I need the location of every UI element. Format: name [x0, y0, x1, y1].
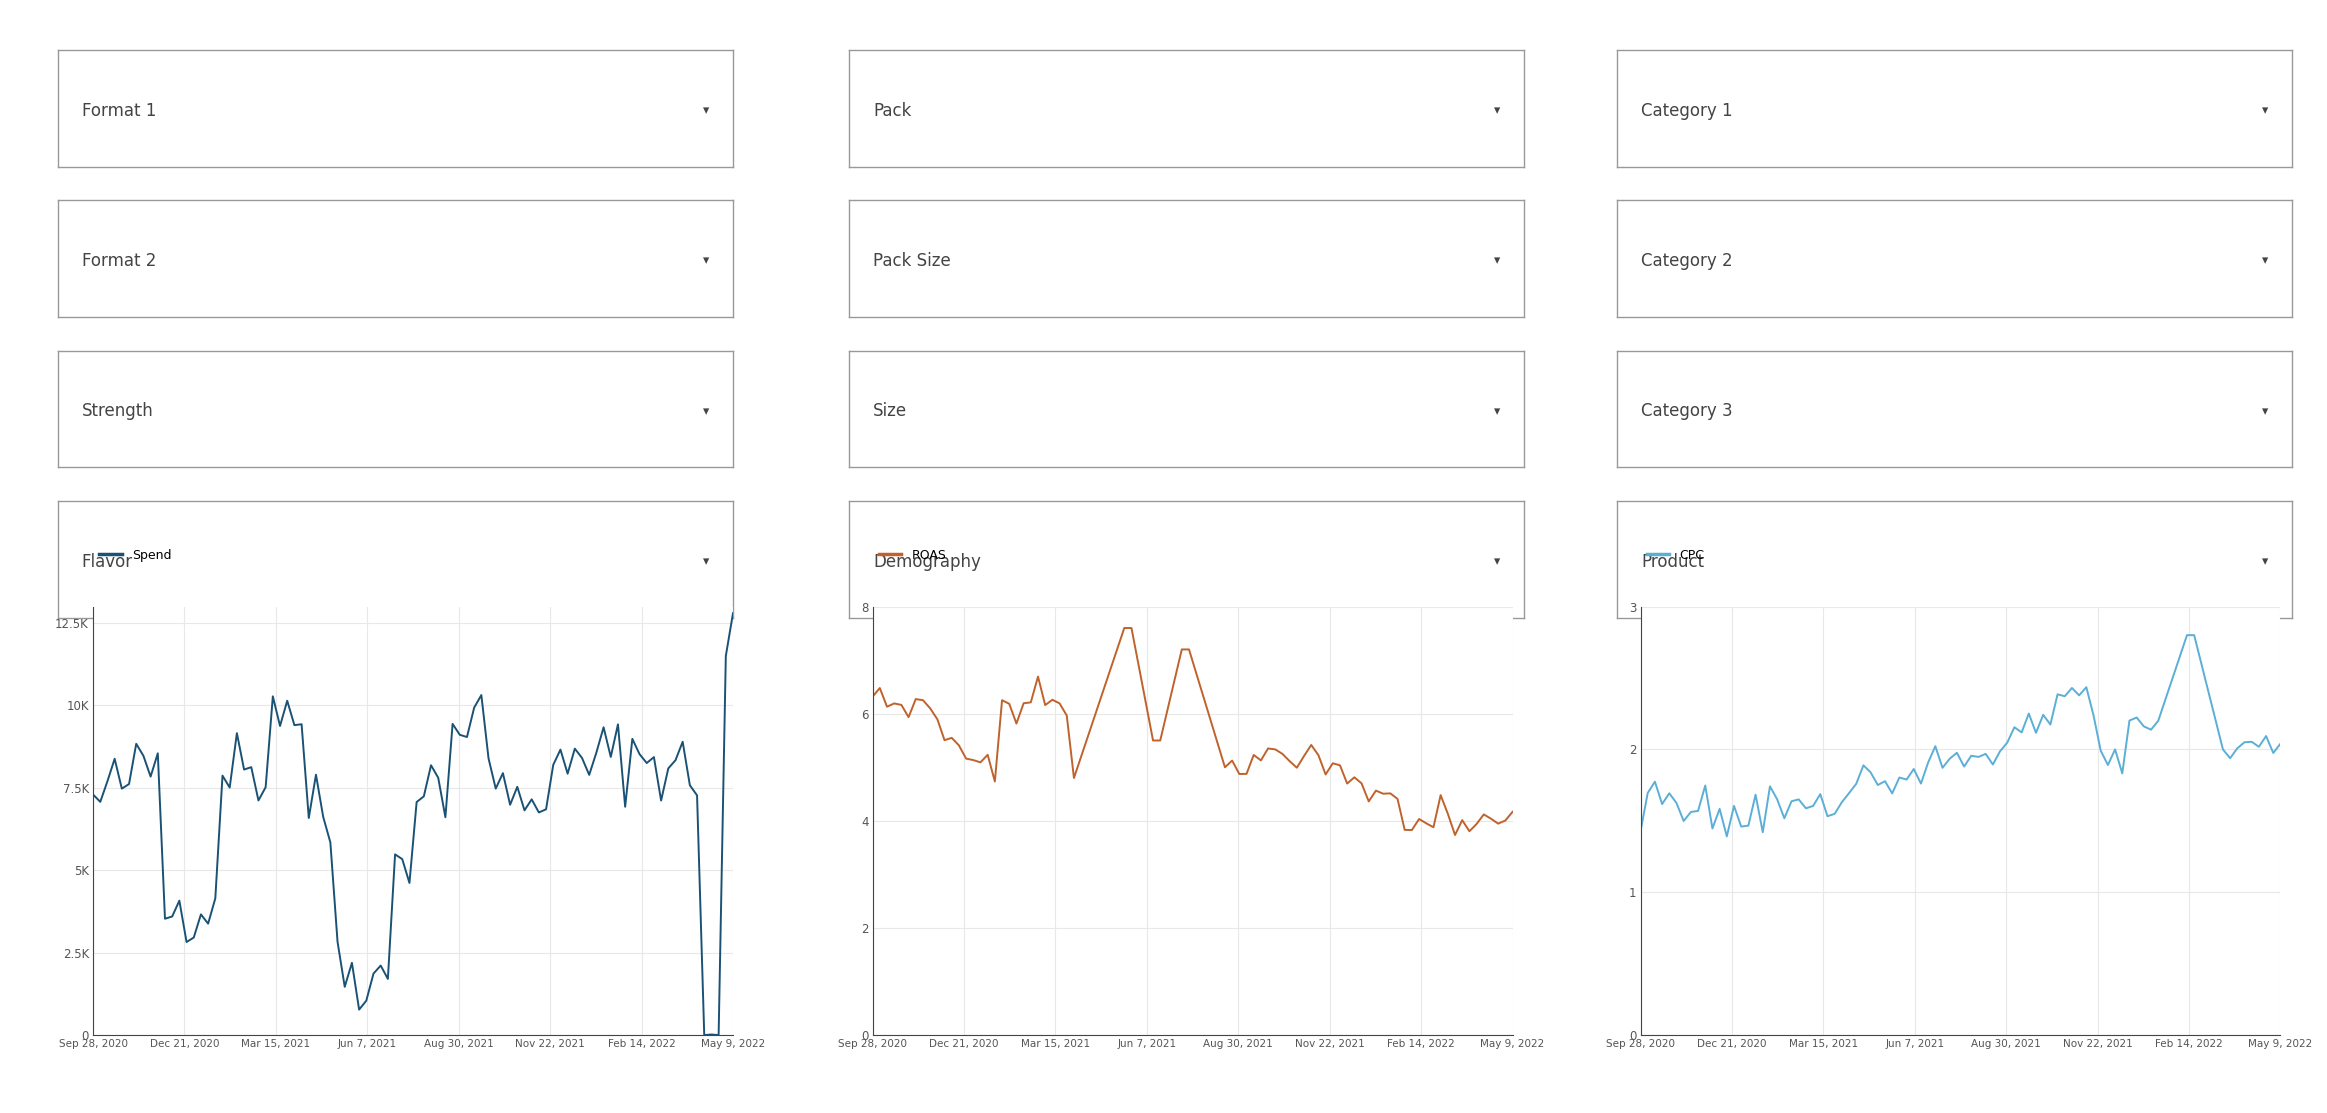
- Text: ▾: ▾: [1494, 105, 1501, 117]
- Text: ▾: ▾: [703, 255, 710, 267]
- Text: ▾: ▾: [703, 105, 710, 117]
- Text: ▾: ▾: [1494, 255, 1501, 267]
- Text: ▾: ▾: [2262, 555, 2269, 568]
- Legend: ROAS: ROAS: [880, 549, 947, 562]
- Text: ▾: ▾: [2262, 255, 2269, 267]
- Text: ▾: ▾: [1494, 405, 1501, 417]
- Legend: Spend: Spend: [100, 549, 172, 562]
- Text: Pack Size: Pack Size: [873, 253, 952, 270]
- Text: Size: Size: [873, 403, 908, 421]
- Text: Strength: Strength: [81, 403, 154, 421]
- Text: ▾: ▾: [2262, 105, 2269, 117]
- Text: Flavor: Flavor: [81, 553, 133, 571]
- Text: ▾: ▾: [1494, 555, 1501, 568]
- Text: Pack: Pack: [873, 102, 912, 120]
- Text: Category 2: Category 2: [1641, 253, 1734, 270]
- Text: Product: Product: [1641, 553, 1703, 571]
- Text: Format 1: Format 1: [81, 102, 156, 120]
- Text: ▾: ▾: [703, 405, 710, 417]
- Legend: CPC: CPC: [1648, 549, 1703, 562]
- Text: Format 2: Format 2: [81, 253, 156, 270]
- Text: ▾: ▾: [2262, 405, 2269, 417]
- Text: Demography: Demography: [873, 553, 982, 571]
- Text: Category 1: Category 1: [1641, 102, 1734, 120]
- Text: ▾: ▾: [703, 555, 710, 568]
- Text: Category 3: Category 3: [1641, 403, 1734, 421]
